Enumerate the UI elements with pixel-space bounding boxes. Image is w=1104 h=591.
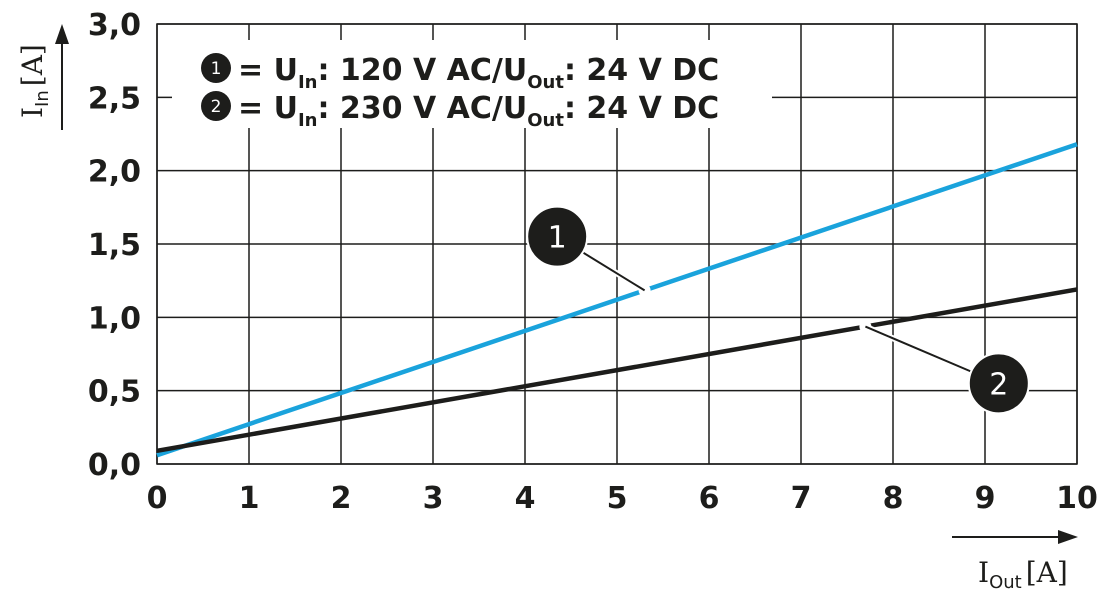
x-axis-unit: [A] <box>1026 556 1068 589</box>
legend-entry-2-text: = UIn: 230 V AC/UOut: 24 V DC <box>238 91 719 131</box>
x-tick-label-0: 0 <box>147 481 168 516</box>
y-axis-subscript: In <box>32 90 53 107</box>
y-tick-label-3: 1,5 <box>88 228 141 263</box>
x-axis-subscript: Out <box>989 572 1022 591</box>
callout-badge-label-1: 1 <box>548 221 567 256</box>
series-line-1 <box>156 142 1078 458</box>
plot-frame <box>156 23 1078 465</box>
y-tick-label-0: 0,0 <box>88 448 141 483</box>
x-axis-arrow-head <box>1058 530 1078 544</box>
legend-badge-1-label: 1 <box>211 59 222 79</box>
legend-entry-1-sub-out: Out <box>527 72 564 93</box>
y-tick-label-2: 1,0 <box>88 301 141 336</box>
x-tick-label-10: 10 <box>1056 481 1098 516</box>
series-callouts: 12 <box>526 205 1030 415</box>
y-axis-symbol: I <box>16 107 49 118</box>
legend-entry-1-mid: : 120 V AC/U <box>317 53 527 88</box>
legend: 1 = UIn: 120 V AC/UOut: 24 V DC 2 = UIn:… <box>172 40 772 131</box>
x-axis-title: IOut [A] <box>978 556 1068 591</box>
tick-labels: 0 1 2 3 4 5 6 7 8 9 100,00,51,01,52,02,53,0 <box>88 8 1098 516</box>
legend-entry-2-eq: = U <box>238 91 298 126</box>
legend-entry-2: 2 = UIn: 230 V AC/UOut: 24 V DC <box>201 91 719 131</box>
callout-badge-2 <box>967 352 1030 415</box>
x-tick-label-9: 9 <box>975 481 996 516</box>
legend-entry-1-tail: : 24 V DC <box>564 53 719 88</box>
legend-background <box>172 40 772 128</box>
x-tick-label-6: 6 <box>699 481 720 516</box>
legend-entry-2-sub-in: In <box>298 110 318 131</box>
x-tick-label-5: 5 <box>607 481 628 516</box>
series-lines <box>156 142 1078 458</box>
legend-entry-2-sub-out: Out <box>527 110 564 131</box>
legend-entry-1-sub-in: In <box>298 72 318 93</box>
legend-badge-1 <box>201 53 231 83</box>
y-axis-unit: [A] <box>16 44 49 86</box>
y-tick-label-1: 0,5 <box>88 375 141 410</box>
callout-badge-1 <box>526 205 589 268</box>
x-axis-symbol: I <box>978 556 989 589</box>
x-tick-label-1: 1 <box>239 481 260 516</box>
callout-leader-1 <box>580 250 646 292</box>
legend-badge-2-label: 2 <box>211 97 222 117</box>
y-axis-title: IIn [A] <box>16 44 53 118</box>
x-axis-label: IOut [A] <box>952 530 1078 591</box>
legend-entry-2-mid: : 230 V AC/U <box>317 91 527 126</box>
x-tick-label-4: 4 <box>515 481 536 516</box>
series-line-2 <box>156 287 1078 454</box>
callout-badge-label-2: 2 <box>989 367 1008 402</box>
callout-leader-2 <box>865 325 974 374</box>
x-tick-label-7: 7 <box>791 481 812 516</box>
y-axis-label: IIn [A] <box>16 24 69 130</box>
x-tick-label-2: 2 <box>331 481 352 516</box>
x-tick-label-8: 8 <box>883 481 904 516</box>
y-tick-label-6: 3,0 <box>88 8 141 43</box>
legend-entry-1-text: = UIn: 120 V AC/UOut: 24 V DC <box>238 53 719 93</box>
x-tick-label-3: 3 <box>423 481 444 516</box>
legend-entry-2-tail: : 24 V DC <box>564 91 719 126</box>
legend-entry-1-eq: = U <box>238 53 298 88</box>
y-tick-label-5: 2,5 <box>88 81 141 116</box>
legend-entry-1: 1 = UIn: 120 V AC/UOut: 24 V DC <box>201 53 719 93</box>
y-axis-arrow-head <box>55 24 69 44</box>
y-tick-label-4: 2,0 <box>88 155 141 190</box>
legend-badge-2 <box>201 91 231 121</box>
